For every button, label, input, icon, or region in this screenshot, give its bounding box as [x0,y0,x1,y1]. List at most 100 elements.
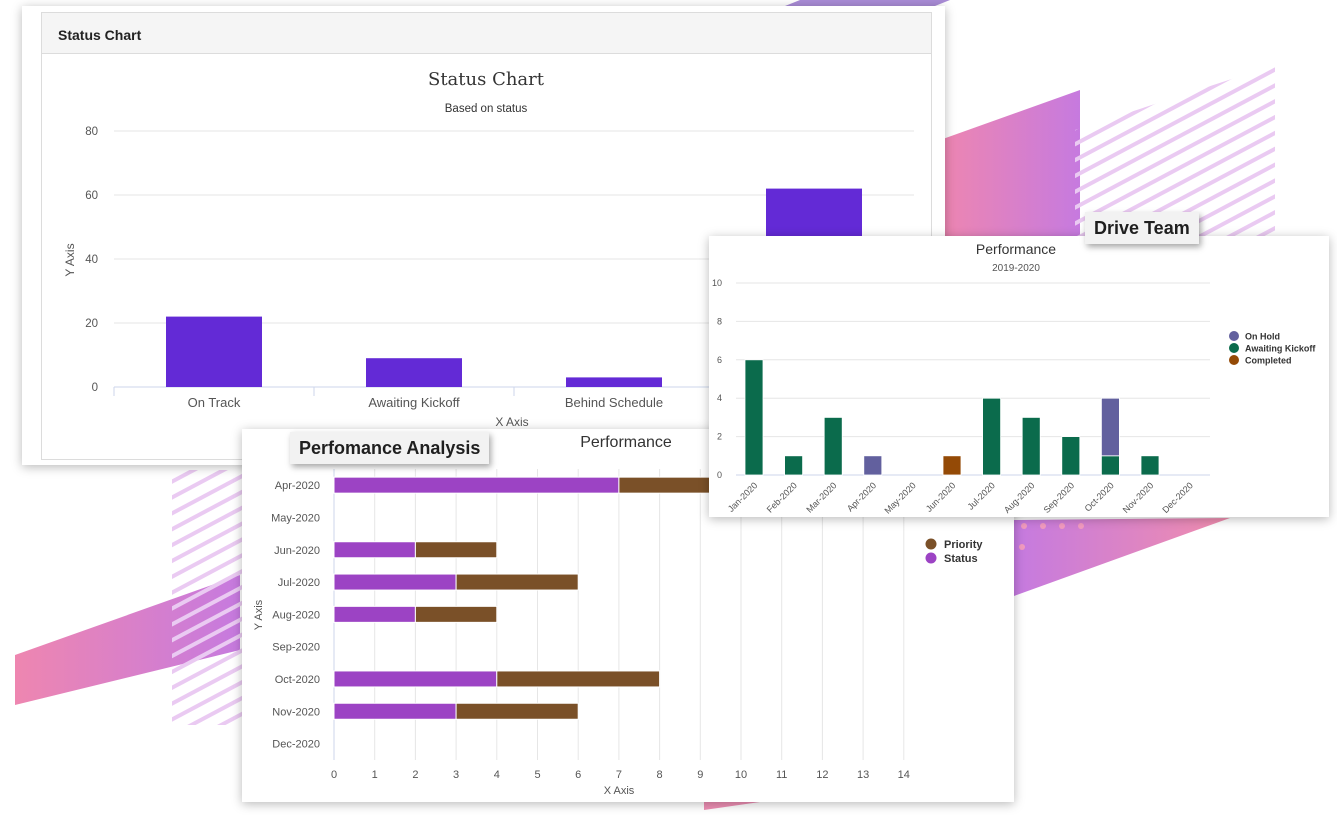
analysis-bar-priority [496,670,661,688]
performance-analysis-tag: Perfomance Analysis [290,432,490,464]
x-tick-label: 9 [697,769,703,781]
legend-label: On Hold [1245,332,1280,342]
analysis-bar-status [333,573,457,591]
analysis-bar-status [333,702,457,720]
x-tick-label: Feb-2020 [765,480,799,514]
y-tick-label: 40 [85,254,98,266]
y-tick-label: 20 [85,318,98,330]
x-tick-label: May-2020 [882,480,917,515]
chart-subtitle: 2019-2020 [992,263,1040,274]
status-bar [166,316,262,387]
x-tick-label: Jun-2020 [924,480,958,514]
status-bar [566,377,662,387]
x-tick-label: Nov-2020 [1121,480,1156,515]
analysis-bar-priority [455,702,579,720]
drive-bar-awaiting-kickoff [784,455,803,476]
x-tick-label: Oct-2020 [1083,480,1116,513]
status-chart-panel-title: Status Chart [58,27,142,43]
legend-marker [1229,343,1239,353]
analysis-bar-priority [414,541,498,559]
drive-bar-awaiting-kickoff [982,397,1002,476]
x-tick-label: Apr-2020 [845,480,878,513]
y-tick-label: 10 [712,278,722,288]
y-tick-label: Nov-2020 [272,706,320,718]
y-tick-label: Jul-2020 [278,577,320,589]
y-tick-label: 80 [85,126,98,138]
x-tick-label: 11 [776,769,787,781]
x-tick-label: Dec-2020 [1160,480,1195,515]
drive-team-card: Performance 2019-2020 0 2 4 6 8 10 Jan-2020 Feb-2… [709,236,1329,517]
legend-marker [925,552,937,564]
analysis-bar-status [333,670,498,688]
x-tick-label: On Track [188,395,241,410]
drive-bar-awaiting-kickoff [823,416,843,476]
drive-bar-awaiting-kickoff [1061,436,1081,476]
x-tick-label: 10 [735,769,747,781]
drive-bar-awaiting-kickoff [1100,455,1120,476]
x-tick-label: Mar-2020 [804,480,838,514]
x-tick-label: Awaiting Kickoff [368,395,460,410]
legend-marker [1229,331,1239,341]
y-tick-label: 6 [717,355,722,365]
x-axis-label: X Axis [604,785,635,797]
analysis-bar-status [333,605,416,623]
chart-title: Performance [976,241,1056,257]
chart-title: Status Chart [428,69,545,90]
chart-subtitle: Based on status [445,103,528,115]
x-tick-label: 1 [372,769,378,781]
drive-bar-on-hold [1100,397,1120,457]
drive-bar-awaiting-kickoff [1021,416,1041,476]
y-tick-label: 8 [717,316,722,326]
x-tick-label: 5 [534,769,540,781]
x-tick-label: 2 [412,769,418,781]
x-tick-label: 0 [331,769,337,781]
legend-label: Completed [1245,356,1292,366]
status-chart-panel: Status Chart [41,12,932,460]
drive-team-chart: Performance 2019-2020 0 2 4 6 8 10 Jan-2020 Feb-2… [712,241,1316,516]
y-tick-label: Dec-2020 [272,739,320,751]
status-chart-panel-header: Status Chart [42,13,931,54]
y-tick-label: Jun-2020 [274,545,320,557]
y-tick-label: Oct-2020 [275,674,320,686]
legend-label: Priority [944,539,983,551]
x-axis-label: X Axis [495,415,528,429]
x-tick-label: 13 [857,769,869,781]
analysis-bar-priority [455,573,579,591]
x-tick-label: Behind Schedule [565,395,663,410]
y-tick-label: 60 [85,190,98,202]
y-tick-label: 0 [92,382,98,394]
x-tick-label: 6 [575,769,581,781]
y-axis-label: Y Axis [63,243,77,276]
x-tick-label: Jan-2020 [726,480,760,514]
analysis-bar-priority [414,605,498,623]
y-tick-label: Aug-2020 [272,609,320,621]
x-tick-label: 7 [616,769,622,781]
x-tick-label: Aug-2020 [1002,480,1037,515]
legend-marker [925,538,937,550]
drive-bar-completed [942,455,962,476]
x-tick-label: Sep-2020 [1042,480,1077,515]
x-tick-label: 3 [453,769,459,781]
y-tick-label: 2 [717,432,722,442]
drive-bar-on-hold [863,455,883,476]
drive-bar-awaiting-kickoff [744,359,764,476]
analysis-bar-status [333,541,416,559]
drive-bar-awaiting-kickoff [1140,455,1160,476]
x-tick-label: Jul-2020 [966,480,997,511]
x-tick-label: 4 [494,769,500,781]
legend-marker [1229,355,1239,365]
y-tick-label: 4 [717,393,722,403]
drive-team-tag: Drive Team [1085,212,1199,244]
chart-title: Performance [580,434,672,451]
analysis-bar-status [333,476,620,494]
y-tick-label: 0 [717,470,722,480]
y-axis-label: Y Axis [253,599,265,630]
y-tick-label: Sep-2020 [272,642,320,654]
legend-label: Status [944,553,978,565]
x-tick-label: 12 [816,769,828,781]
y-tick-label: May-2020 [271,512,320,524]
x-tick-label: 14 [898,769,910,781]
status-bar [366,358,462,387]
legend-label: Awaiting Kickoff [1245,344,1316,354]
